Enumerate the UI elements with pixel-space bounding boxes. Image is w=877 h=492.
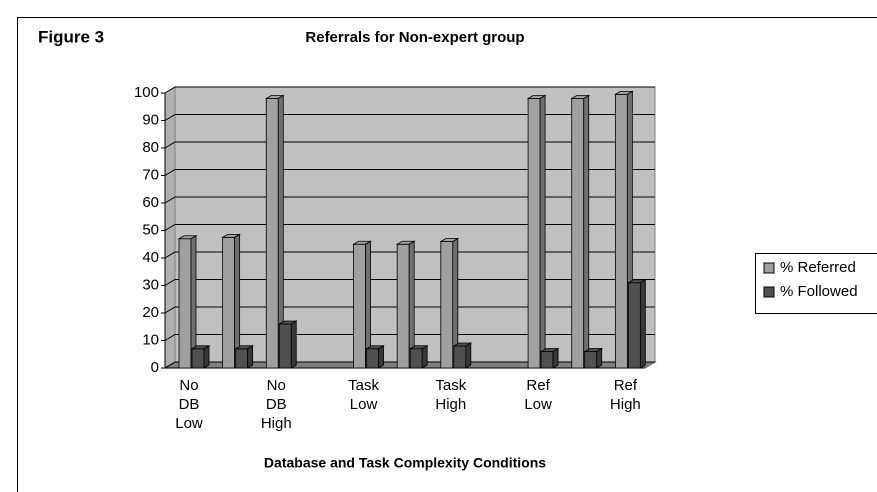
bar xyxy=(453,345,467,369)
grid-line xyxy=(164,361,655,369)
y-tick-label: 30 xyxy=(142,276,159,293)
bar-side xyxy=(421,345,428,369)
y-tick-label: 40 xyxy=(142,249,159,266)
y-tick-label: 50 xyxy=(142,221,159,238)
x-axis-label: Database and Task Complexity Conditions xyxy=(264,455,546,471)
bar xyxy=(235,348,249,369)
frame xyxy=(17,17,877,492)
bar xyxy=(627,282,641,369)
bar xyxy=(614,93,628,369)
bar-side xyxy=(247,345,254,369)
x-tick-label: Ref High xyxy=(609,377,641,413)
bar xyxy=(584,351,598,369)
bar xyxy=(527,98,541,369)
bar xyxy=(366,348,379,369)
y-tick-label: 60 xyxy=(142,194,159,211)
y-tick-label: 0 xyxy=(151,359,159,376)
grid-line xyxy=(164,334,655,341)
bar-side xyxy=(465,342,472,369)
y-tick-label: 100 xyxy=(134,84,159,101)
legend-swatch xyxy=(763,286,775,298)
y-tick-label: 90 xyxy=(142,111,159,128)
bar xyxy=(540,351,554,369)
bar xyxy=(396,243,410,369)
grid-line xyxy=(164,196,655,204)
bar-side xyxy=(378,345,384,369)
chart-title: Referrals for Non-expert group xyxy=(305,29,524,46)
grid-line xyxy=(164,306,655,314)
x-tick-label: Task High xyxy=(435,377,467,413)
bar xyxy=(222,236,236,369)
bar xyxy=(265,98,279,369)
grid-line xyxy=(164,141,655,149)
bar-side xyxy=(583,94,590,369)
bar xyxy=(440,241,454,369)
bar-side xyxy=(290,320,297,369)
bar xyxy=(178,238,192,369)
y-tick-label: 70 xyxy=(142,166,159,183)
bar xyxy=(353,243,366,369)
grid-line xyxy=(164,86,655,94)
x-tick-label: No DB High xyxy=(260,377,292,432)
x-tick-label: No DB Low xyxy=(175,377,203,432)
bar xyxy=(191,348,205,369)
bar-side xyxy=(596,347,603,369)
legend-label: % Followed xyxy=(780,283,858,300)
legend-box xyxy=(755,253,877,314)
figure-label: Figure 3 xyxy=(38,27,104,46)
grid-line xyxy=(164,224,655,231)
bar-side xyxy=(552,347,559,369)
bar xyxy=(278,323,292,369)
grid-line xyxy=(164,251,655,259)
legend-swatch xyxy=(763,262,775,274)
bar-side xyxy=(639,279,646,369)
y-tick-label: 10 xyxy=(142,331,159,348)
x-tick-label: Ref Low xyxy=(524,377,552,413)
grid-line xyxy=(164,169,655,176)
grid-line xyxy=(164,114,655,121)
x-tick-label: Task Low xyxy=(348,377,379,413)
legend-label: % Referred xyxy=(780,259,856,276)
bar-side xyxy=(539,94,546,369)
bar xyxy=(409,348,423,369)
y-tick-label: 20 xyxy=(142,304,159,321)
bar xyxy=(571,98,585,369)
y-tick-label: 80 xyxy=(142,139,159,156)
grid-line xyxy=(164,279,655,286)
bar-side xyxy=(203,345,210,369)
